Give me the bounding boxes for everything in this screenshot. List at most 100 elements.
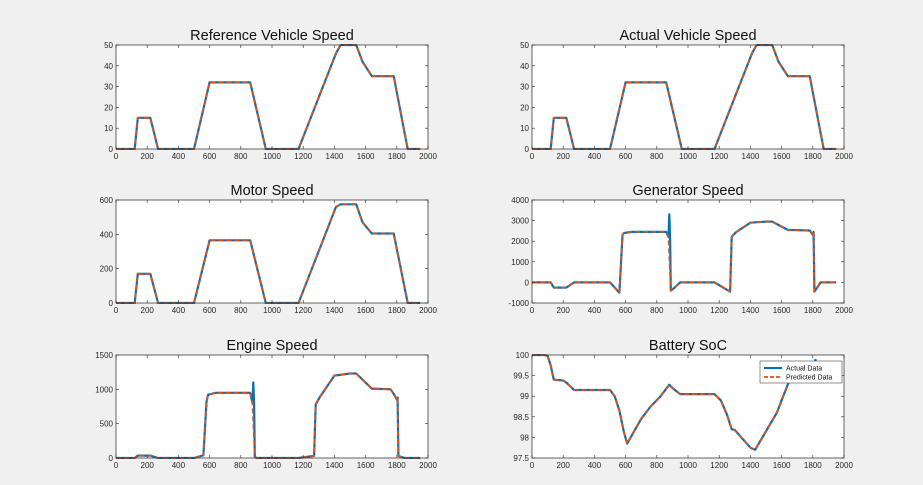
y-tick-label: 1000 [95,385,113,394]
x-tick-label: 200 [557,306,571,315]
y-tick-label: 3000 [511,217,529,226]
y-tick-label: 20 [520,103,529,112]
x-tick-label: 1800 [804,152,822,161]
x-tick-label: 200 [141,461,155,470]
x-tick-label: 200 [141,306,155,315]
x-tick-label: 400 [588,152,602,161]
y-tick-label: 30 [104,83,113,92]
plot-area [116,200,428,303]
chart-title: Generator Speed [632,183,743,199]
y-tick-label: 1500 [95,351,113,360]
x-tick-label: 1400 [742,152,760,161]
x-tick-label: 0 [114,306,119,315]
y-tick-label: 20 [104,103,113,112]
x-tick-label: 1400 [326,461,344,470]
x-tick-label: 2000 [419,152,437,161]
y-tick-label: 99 [520,392,529,401]
x-tick-label: 2000 [835,461,853,470]
x-tick-label: 600 [203,461,217,470]
chart-title: Reference Vehicle Speed [190,28,354,44]
x-tick-label: 2000 [835,306,853,315]
x-tick-label: 800 [650,152,664,161]
plot-area [116,355,428,458]
x-tick-label: 1000 [263,306,281,315]
legend-label-predicted: Predicted Data [786,375,832,382]
subplot-4: Generator Speed 0 200 400 600 800 1000 1200 1400… [509,183,854,315]
x-tick-label: 1600 [773,306,791,315]
x-tick-label: 0 [114,152,119,161]
series-line-predicted [532,44,837,150]
y-tick-label: 40 [520,62,529,71]
x-tick-label: 1400 [326,306,344,315]
x-tick-label: 1600 [357,152,375,161]
subplot-6: Battery SoC 0 200 400 600 800 1000 1200 1400 1600… [513,338,853,470]
y-tick-label: 0 [109,299,114,308]
x-tick-label: 1800 [388,152,406,161]
x-tick-label: 800 [234,152,248,161]
x-tick-label: 200 [557,461,571,470]
chart-title: Battery SoC [649,338,727,354]
x-tick-label: 0 [114,461,119,470]
y-tick-label: 1000 [511,258,529,267]
x-tick-label: 1400 [742,461,760,470]
y-tick-label: 500 [100,420,114,429]
x-tick-label: 1600 [357,306,375,315]
x-tick-label: 2000 [835,152,853,161]
y-tick-label: 4000 [511,196,529,205]
y-tick-label: 50 [520,41,529,50]
x-tick-label: 400 [588,461,602,470]
y-tick-label: 98.5 [513,413,529,422]
x-tick-label: 600 [619,306,633,315]
x-tick-label: 1000 [263,461,281,470]
series-group [532,354,817,451]
x-tick-label: 2000 [419,461,437,470]
y-tick-label: 98 [520,433,529,442]
x-tick-label: 1200 [710,152,728,161]
plot-area [532,45,844,149]
x-tick-label: 200 [557,152,571,161]
y-tick-label: 200 [100,265,114,274]
chart-title: Engine Speed [226,338,317,354]
x-tick-label: 1600 [773,152,791,161]
x-tick-label: 1200 [294,152,312,161]
y-tick-label: -1000 [509,299,530,308]
x-tick-label: 800 [234,461,248,470]
chart-title: Motor Speed [230,183,313,199]
x-tick-label: 1800 [804,306,822,315]
x-tick-label: 1600 [357,461,375,470]
x-tick-label: 800 [234,306,248,315]
series-line-predicted [532,354,817,451]
x-tick-label: 1400 [742,306,760,315]
x-tick-label: 800 [650,306,664,315]
legend-box [759,360,843,384]
y-tick-label: 400 [100,230,114,239]
y-tick-label: 10 [104,124,113,133]
x-tick-label: 1800 [804,461,822,470]
x-tick-label: 600 [619,461,633,470]
x-tick-label: 1400 [326,152,344,161]
series-group [532,213,837,294]
plot-area [532,200,844,303]
x-tick-label: 400 [172,152,186,161]
x-tick-label: 400 [172,461,186,470]
y-tick-label: 100 [516,351,530,360]
x-tick-label: 1200 [710,306,728,315]
y-tick-label: 50 [104,41,113,50]
x-tick-label: 1200 [294,461,312,470]
y-tick-label: 30 [520,83,529,92]
x-tick-label: 400 [172,306,186,315]
y-tick-label: 40 [104,62,113,71]
subplot-3: Motor Speed 0 200 400 600 800 1000 1200 1400 1600… [100,183,438,315]
chart-title: Actual Vehicle Speed [619,28,756,44]
x-tick-label: 1000 [679,306,697,315]
x-tick-label: 1200 [294,306,312,315]
x-tick-label: 600 [203,152,217,161]
legend-label-actual: Actual Data [786,366,822,373]
y-tick-label: 10 [520,124,529,133]
x-tick-label: 600 [619,152,633,161]
x-tick-label: 0 [530,461,535,470]
x-tick-label: 2000 [419,306,437,315]
